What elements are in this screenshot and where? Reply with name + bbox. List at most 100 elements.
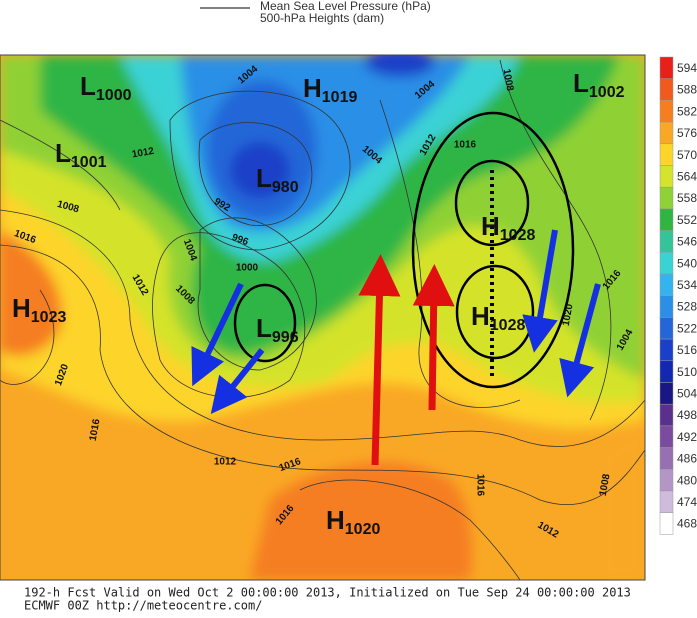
- colorbar-label: 564: [677, 170, 697, 184]
- colorbar-label: 534: [677, 278, 697, 292]
- isobar-label: 1000: [236, 263, 259, 274]
- center-pressure: 1028: [500, 227, 536, 244]
- colorbar-swatch: [659, 56, 674, 79]
- colorbar-label: 492: [677, 430, 697, 444]
- colorbar-label: 522: [677, 321, 697, 335]
- red-arrow: [412, 264, 455, 411]
- blue-arrow: [210, 348, 265, 415]
- colorbar-swatch: [659, 121, 674, 145]
- colorbar-swatch: [659, 165, 674, 188]
- pressure-center: H1019: [303, 73, 357, 106]
- colorbar-swatch: [659, 186, 674, 210]
- legend-label: Mean Sea Level Pressure (hPa): [260, 0, 431, 13]
- isobar-label: 1020: [561, 303, 576, 327]
- colorbar-swatch: [659, 230, 674, 253]
- colorbar-swatch: [659, 512, 674, 535]
- colorbar-label: 468: [677, 517, 697, 531]
- center-letter: L: [256, 163, 272, 193]
- isobar-label: 1012: [131, 146, 155, 161]
- center-letter: L: [573, 68, 589, 98]
- blue-arrow: [559, 283, 601, 398]
- colorbar-label: 540: [677, 256, 697, 270]
- colorbar-swatch: [659, 78, 674, 101]
- annotations: [191, 111, 601, 466]
- center-pressure: 1002: [589, 84, 625, 101]
- colorbar-label: 504: [677, 387, 697, 401]
- colorbar-label: 480: [677, 473, 697, 487]
- isobar-label: 1016: [88, 418, 103, 442]
- blue-arrow: [522, 229, 558, 353]
- colorbar-label: 594: [677, 61, 697, 75]
- colorbar-swatch: [659, 403, 674, 427]
- colorbar-label: 528: [677, 300, 697, 314]
- center-letter: H: [471, 301, 490, 331]
- colorbar-label: 570: [677, 148, 697, 162]
- pressure-center: H1023: [12, 293, 66, 326]
- isobar-label: 1012: [214, 457, 237, 468]
- pressure-center: H1020: [326, 505, 380, 538]
- center-letter: H: [303, 73, 322, 103]
- footer-text: ECMWF 00Z http://meteocentre.com/: [24, 599, 262, 613]
- center-letter: H: [326, 505, 345, 535]
- center-pressure: 1000: [96, 87, 132, 104]
- pressure-center: L980: [256, 163, 299, 196]
- outline-ellipse: [454, 159, 530, 247]
- center-pressure: 1023: [31, 309, 67, 326]
- colorbar-swatch: [659, 447, 674, 470]
- center-pressure: 1020: [345, 521, 381, 538]
- colorbar-label: 510: [677, 365, 697, 379]
- red-arrow: [358, 254, 401, 466]
- footer-text: 192-h Fcst Valid on Wed Oct 2 00:00:00 2…: [24, 586, 631, 600]
- pressure-center: H1028: [481, 211, 535, 244]
- colorbar-swatch: [659, 252, 674, 275]
- colorbar-label: 486: [677, 452, 697, 466]
- isobars: [0, 59, 645, 580]
- center-pressure: 1019: [322, 89, 358, 106]
- colorbar-swatch: [659, 338, 674, 362]
- legend-label: 500-hPa Heights (dam): [260, 11, 384, 25]
- center-pressure: 1001: [71, 154, 107, 171]
- pressure-center: L1002: [573, 68, 625, 101]
- colorbar-label: 588: [677, 83, 697, 97]
- center-letter: L: [256, 313, 272, 343]
- colorbar-label: 546: [677, 235, 697, 249]
- colorbar-label: 558: [677, 191, 697, 205]
- colorbar-swatch: [659, 317, 674, 340]
- colorbar-swatch: [659, 295, 674, 318]
- isobar-label: 1016: [454, 140, 477, 151]
- outline-ellipse: [455, 264, 535, 360]
- colorbar-label: 516: [677, 343, 697, 357]
- outline-ellipse: [411, 111, 575, 389]
- map-frame: [0, 54, 646, 581]
- center-letter: H: [12, 293, 31, 323]
- colorbar-swatch: [659, 425, 674, 448]
- colorbar-swatch: [659, 382, 674, 405]
- center-pressure: 980: [272, 179, 299, 196]
- pressure-center: L996: [256, 313, 299, 346]
- colorbar-swatch: [659, 360, 674, 383]
- pressure-center: H1028: [471, 301, 525, 334]
- pressure-center: L1001: [55, 138, 107, 171]
- colorbar-label: 498: [677, 408, 697, 422]
- colorbar-label: 552: [677, 213, 697, 227]
- center-pressure: 996: [272, 329, 299, 346]
- center-pressure: 1028: [490, 317, 526, 334]
- blue-arrow: [191, 282, 244, 387]
- colorbar-swatch: [659, 208, 674, 231]
- isobar-label: 1008: [501, 68, 516, 92]
- pressure-center: L1000: [80, 71, 132, 104]
- center-letter: L: [55, 138, 71, 168]
- center-letter: H: [481, 211, 500, 241]
- map-field: [0, 55, 645, 580]
- colorbar-label: 474: [677, 495, 697, 509]
- isobar-label: 1008: [598, 473, 613, 497]
- center-letter: L: [80, 71, 96, 101]
- isobar-label: 1016: [474, 474, 485, 497]
- colorbar-swatch: [659, 143, 674, 166]
- colorbar-label: 576: [677, 126, 697, 140]
- colorbar-swatch: [659, 100, 674, 123]
- colorbar-swatch: [659, 273, 674, 296]
- colorbar-swatch: [659, 490, 674, 513]
- colorbar-label: 582: [677, 104, 697, 118]
